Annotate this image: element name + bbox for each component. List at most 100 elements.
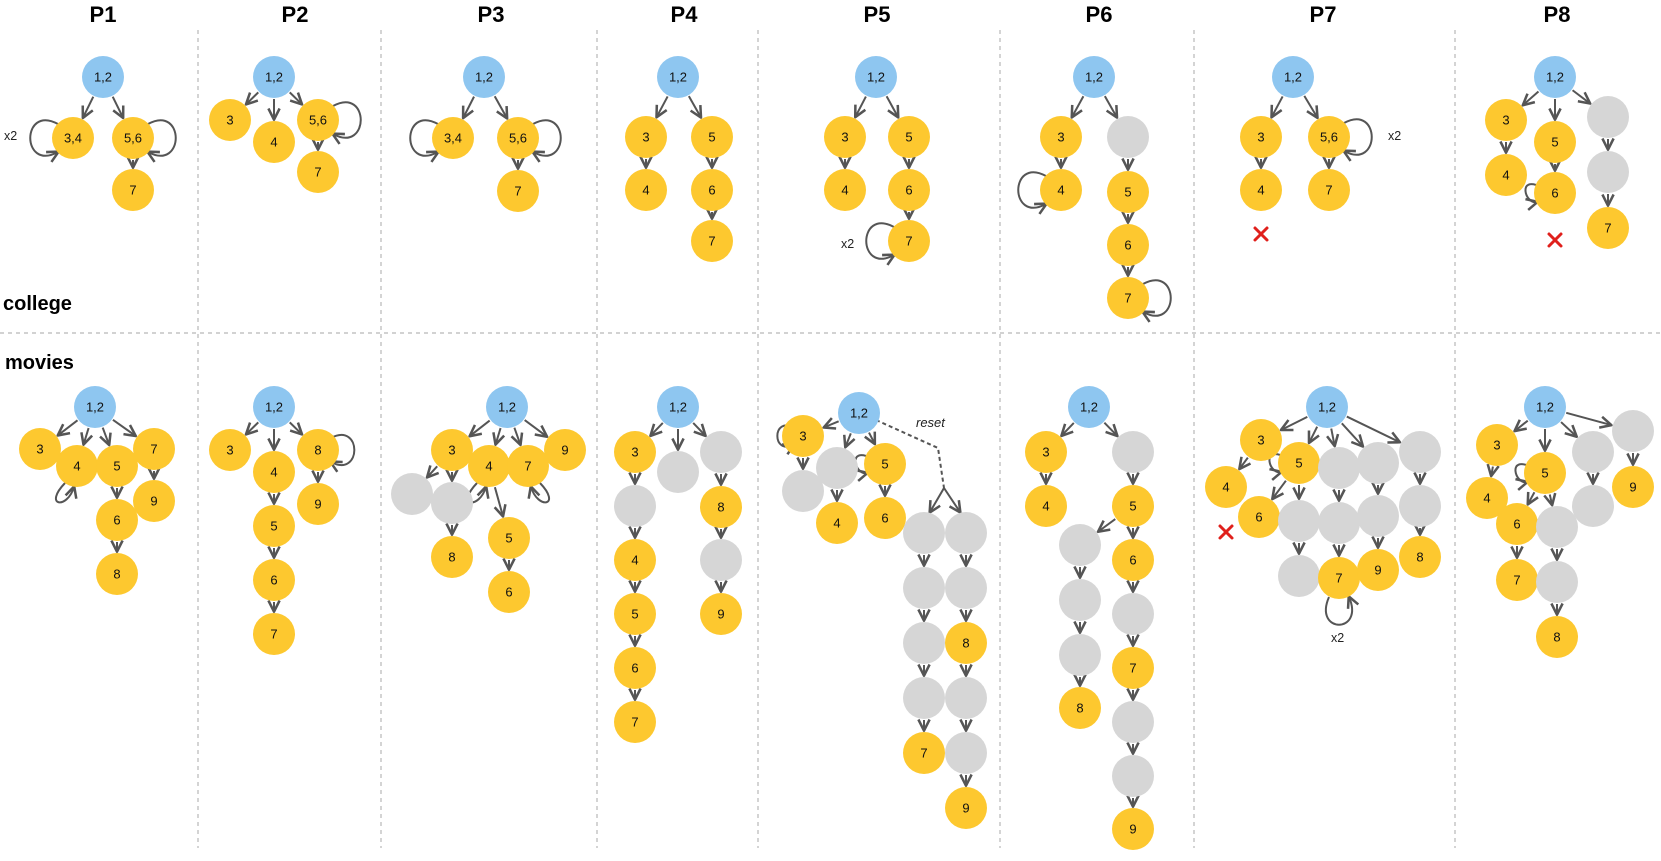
college-p8-s-a-edge bbox=[1521, 90, 1540, 107]
college-p6-n7-label: 7 bbox=[1124, 291, 1131, 306]
movies-p8-n6-node: 6 bbox=[1496, 503, 1538, 545]
college-p8-n6-label: 6 bbox=[1551, 186, 1558, 201]
movies-p6-u-l2-unvisited-circle bbox=[1059, 579, 1101, 621]
movies-p8-n3-visited-circle bbox=[1476, 424, 1518, 466]
college-p8-n3-node: 3 bbox=[1485, 99, 1527, 141]
college-p3-s-b-edge bbox=[493, 95, 509, 120]
movies-p1-start-node: 1,2 bbox=[74, 386, 116, 428]
college-p6-n6-label: 6 bbox=[1124, 238, 1131, 253]
movies-p5-reset-c1-5-label: 9 bbox=[962, 801, 969, 816]
movies-p1-n9-visited-circle bbox=[133, 480, 175, 522]
movies-p8-start-label: 1,2 bbox=[1536, 400, 1554, 415]
header-p7: P7 bbox=[1310, 2, 1337, 27]
movies-p7-s-e1-edge bbox=[1346, 415, 1402, 444]
movies-p4-n3-node: 3 bbox=[614, 431, 656, 473]
college-p2-c-self-loop bbox=[331, 101, 362, 145]
college-p6-n3-label: 3 bbox=[1057, 130, 1064, 145]
college-p6-n6-node: 6 bbox=[1107, 224, 1149, 266]
college-p3-n34-node: 3,4 bbox=[432, 117, 474, 159]
movies-p7-u-c2-node bbox=[1318, 502, 1360, 544]
college-p6-n3-visited-circle bbox=[1040, 116, 1082, 158]
movies-p3-u1-unvisited-circle bbox=[391, 473, 433, 515]
movies-p8-start-start-circle bbox=[1524, 386, 1566, 428]
movies-p8-n4-node: 4 bbox=[1466, 477, 1508, 519]
movies-p8-n4-visited-circle bbox=[1466, 477, 1508, 519]
college-p7-s-c-edge bbox=[1303, 95, 1319, 120]
movies-p3-a-u1-edge bbox=[425, 465, 440, 479]
college-p3-start-start-circle bbox=[463, 56, 505, 98]
movies-p7-n7-visited-circle bbox=[1318, 557, 1360, 599]
college-p2-n7-visited-circle bbox=[297, 151, 339, 193]
college-p8-u2-node bbox=[1587, 151, 1629, 193]
movies-p8-u-d2-node bbox=[1572, 485, 1614, 527]
movies-p6-start-start-circle bbox=[1068, 386, 1110, 428]
college-p8-n5-label: 5 bbox=[1551, 135, 1558, 150]
movies-p7-n3-label: 3 bbox=[1257, 433, 1264, 448]
college-p8-n5-visited-circle bbox=[1534, 121, 1576, 163]
college-p5-n5-label: 5 bbox=[905, 130, 912, 145]
college-p4-n6-node: 6 bbox=[691, 169, 733, 211]
movies-p2-n7-node: 7 bbox=[253, 613, 295, 655]
movies-p1-s-c-edge bbox=[99, 427, 112, 447]
college-p6-n4-node: 4 bbox=[1040, 169, 1082, 211]
repeat-label-p7-college: x2 bbox=[1388, 129, 1401, 143]
movies-p6-u-c5-unvisited-circle bbox=[1112, 701, 1154, 743]
movies-p1-n4-visited-circle bbox=[56, 445, 98, 487]
movies-p5-reset-c1-4-node bbox=[945, 732, 987, 774]
movies-p8-u-c2-node bbox=[1536, 561, 1578, 603]
movies-p5-reset-c0-1-node bbox=[903, 567, 945, 609]
college-p5-s-a-edge bbox=[853, 96, 867, 119]
movies-p2-start-label: 1,2 bbox=[265, 400, 283, 415]
college-p1-a-self-loop bbox=[29, 119, 60, 163]
college-p6-n6-visited-circle bbox=[1107, 224, 1149, 266]
college-p7-n56-label: 5,6 bbox=[1320, 130, 1338, 145]
movies-p8-n8-node: 8 bbox=[1536, 616, 1578, 658]
college-p5-n7-node: 7 bbox=[888, 220, 930, 262]
college-p4-n5-node: 5 bbox=[691, 116, 733, 158]
movies-p8-n3-node: 3 bbox=[1476, 424, 1518, 466]
college-p7-n3-node: 3 bbox=[1240, 116, 1282, 158]
movies-p8-n4-label: 4 bbox=[1483, 491, 1490, 506]
movies-p3-u2-unvisited-circle bbox=[431, 482, 473, 524]
college-p4-n5-visited-circle bbox=[691, 116, 733, 158]
movies-p5-reset-c0-0-unvisited-circle bbox=[903, 512, 945, 554]
annotations: x2 x2 x2 x2 reset bbox=[4, 129, 1401, 645]
college-p1-n7-node: 7 bbox=[112, 169, 154, 211]
movies-p7-start-node: 1,2 bbox=[1306, 386, 1348, 428]
college-p5-start-label: 1,2 bbox=[867, 70, 885, 85]
movies-p7-u-c1-node bbox=[1318, 447, 1360, 489]
college-p6-n4-label: 4 bbox=[1057, 183, 1064, 198]
movies-p2-n8-node: 8 bbox=[297, 429, 339, 471]
movies-p4-n8-label: 8 bbox=[717, 500, 724, 515]
college-p3-start-label: 1,2 bbox=[475, 70, 493, 85]
movies-p8-a-a2-edge bbox=[1486, 463, 1500, 478]
movies-p7-u-e2-unvisited-circle bbox=[1399, 485, 1441, 527]
movies-p3-n9-visited-circle bbox=[544, 429, 586, 471]
movies-p4-s-a-edge bbox=[649, 422, 664, 438]
movies-p3-n6-label: 6 bbox=[505, 585, 512, 600]
movies-p8-s-e1-edge bbox=[1565, 411, 1613, 429]
college-p7-n56-node: 5,6 bbox=[1308, 116, 1350, 158]
movies-p6-s-a-edge bbox=[1060, 422, 1075, 438]
movies-p5-n4-visited-circle bbox=[816, 502, 858, 544]
movies-p4-start-start-circle bbox=[657, 386, 699, 428]
college-p6-b-self-loop bbox=[1017, 171, 1048, 215]
college-p8-n3-visited-circle bbox=[1485, 99, 1527, 141]
movies-p8-s-d1-edge bbox=[1560, 421, 1578, 439]
movies-p7-n3-node: 3 bbox=[1240, 419, 1282, 461]
movies-p8-n9-visited-circle bbox=[1612, 466, 1654, 508]
college-p8-n4-visited-circle bbox=[1485, 154, 1527, 196]
repeat-label-p1-college: x2 bbox=[4, 129, 17, 143]
movies-p8-n3-label: 3 bbox=[1493, 438, 1500, 453]
movies-p1-n9-node: 9 bbox=[133, 480, 175, 522]
movies-p3-s-d-edge bbox=[524, 419, 549, 438]
college-p4-n7-node: 7 bbox=[691, 220, 733, 262]
movies-p6-n7-label: 7 bbox=[1129, 661, 1136, 676]
college-p8-n5-node: 5 bbox=[1534, 121, 1576, 163]
college-p7-s-a-edge bbox=[1270, 95, 1284, 119]
movies-p7-u-b4-node bbox=[1278, 555, 1320, 597]
failure-marks bbox=[1218, 226, 1563, 540]
movies-p4-u-r1-unvisited-circle bbox=[700, 431, 742, 473]
movies-p1-n6-visited-circle bbox=[96, 499, 138, 541]
college-p7-n3-label: 3 bbox=[1257, 130, 1264, 145]
